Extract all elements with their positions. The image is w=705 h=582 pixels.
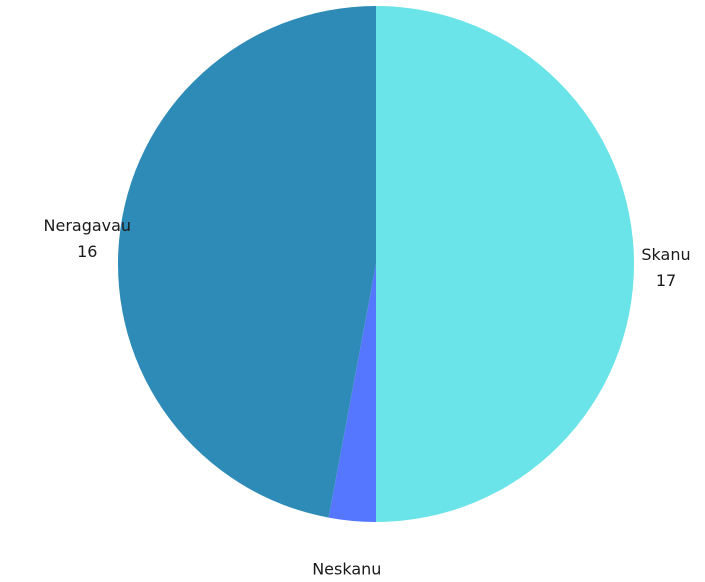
slice-category-neragavau: Neragavau: [44, 216, 132, 235]
slice-value-skanu: 17: [656, 271, 676, 290]
pie-slice-neragavau: [117, 5, 376, 518]
pie-slices: [117, 5, 634, 522]
slice-label-neragavau: Neragavau 16: [44, 216, 132, 261]
slice-category-skanu: Skanu: [641, 245, 690, 264]
slice-label-skanu: Skanu 17: [641, 245, 690, 290]
pie-slice-neskanu: [328, 264, 376, 522]
slice-labels: Skanu 17 Neskanu1 Neragavau 16: [44, 216, 691, 582]
pie-slice-skanu: [376, 6, 634, 522]
slice-category-neskanu: Neskanu: [312, 560, 381, 579]
slice-value-neragavau: 16: [77, 242, 97, 261]
slice-label-neskanu: Neskanu1: [312, 560, 381, 582]
